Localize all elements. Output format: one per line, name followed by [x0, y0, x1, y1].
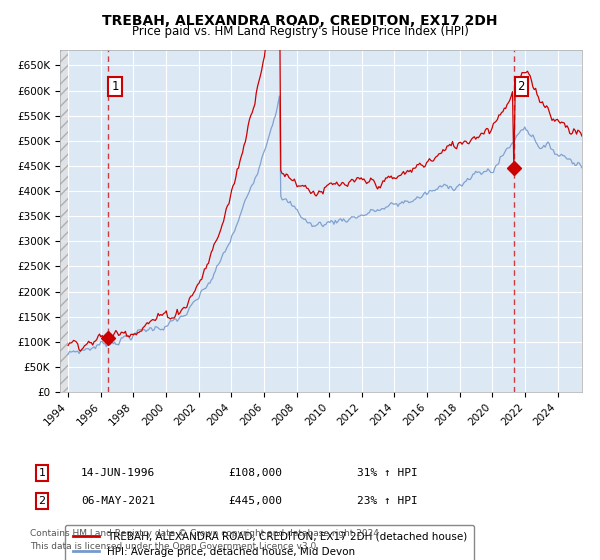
Text: Price paid vs. HM Land Registry's House Price Index (HPI): Price paid vs. HM Land Registry's House … — [131, 25, 469, 38]
Text: 06-MAY-2021: 06-MAY-2021 — [81, 496, 155, 506]
Text: £108,000: £108,000 — [228, 468, 282, 478]
Text: 1: 1 — [38, 468, 46, 478]
Text: TREBAH, ALEXANDRA ROAD, CREDITON, EX17 2DH: TREBAH, ALEXANDRA ROAD, CREDITON, EX17 2… — [102, 14, 498, 28]
Text: 14-JUN-1996: 14-JUN-1996 — [81, 468, 155, 478]
Text: 2: 2 — [38, 496, 46, 506]
Text: 31% ↑ HPI: 31% ↑ HPI — [357, 468, 418, 478]
Text: Contains HM Land Registry data © Crown copyright and database right 2024.
This d: Contains HM Land Registry data © Crown c… — [30, 529, 382, 550]
Legend: TREBAH, ALEXANDRA ROAD, CREDITON, EX17 2DH (detached house), HPI: Average price,: TREBAH, ALEXANDRA ROAD, CREDITON, EX17 2… — [65, 525, 475, 560]
Bar — [60, 50, 68, 392]
Text: £445,000: £445,000 — [228, 496, 282, 506]
Text: 23% ↑ HPI: 23% ↑ HPI — [357, 496, 418, 506]
Text: 2: 2 — [518, 80, 525, 93]
Text: 1: 1 — [112, 80, 119, 93]
